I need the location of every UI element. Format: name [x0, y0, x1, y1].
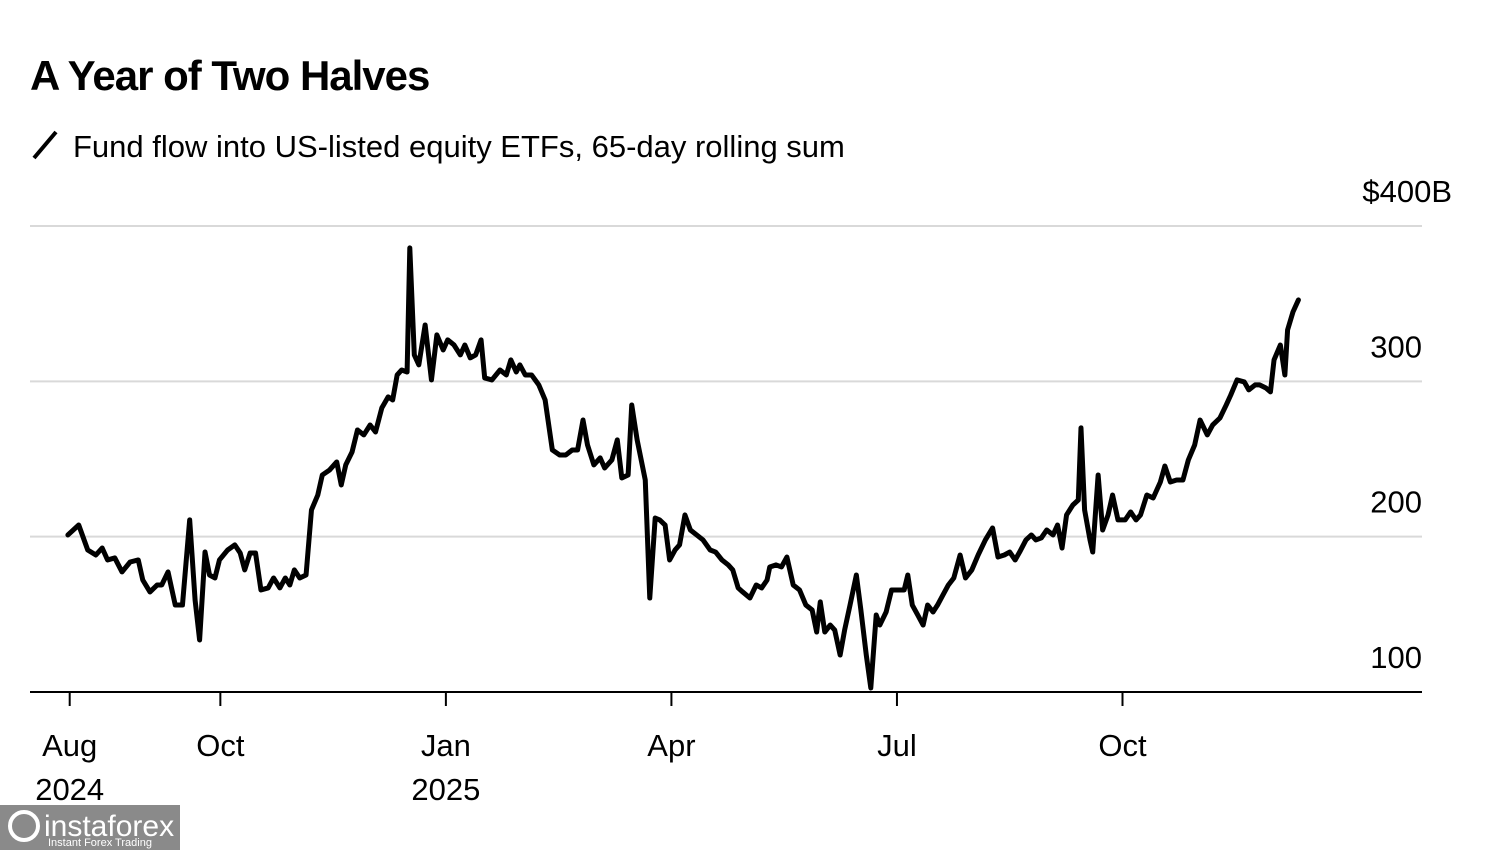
watermark: instaforex Instant Forex Trading	[0, 805, 180, 850]
line-series	[65, 245, 1301, 691]
y-tick-label: 300	[1370, 329, 1422, 364]
y-tick-label: $400B	[1362, 174, 1452, 209]
legend-swatch	[32, 130, 58, 160]
watermark-icon	[8, 810, 40, 842]
x-tick-label: Jul	[877, 728, 917, 763]
watermark-tagline: Instant Forex Trading	[48, 837, 152, 849]
x-tick-label: Oct	[1098, 728, 1147, 763]
y-tick-label: 200	[1370, 485, 1422, 520]
legend-label: Fund flow into US-listed equity ETFs, 65…	[73, 129, 845, 164]
x-tick-label: Oct	[196, 728, 245, 763]
x-tick-label: Apr	[647, 728, 695, 763]
watermark-brand: instaforex	[44, 810, 174, 843]
x-tick-label: Aug 2024	[35, 728, 104, 807]
chart-title: A Year of Two Halves	[30, 52, 429, 99]
y-tick-label: 100	[1370, 640, 1422, 675]
x-tick-label: Jan 2025	[411, 728, 480, 807]
